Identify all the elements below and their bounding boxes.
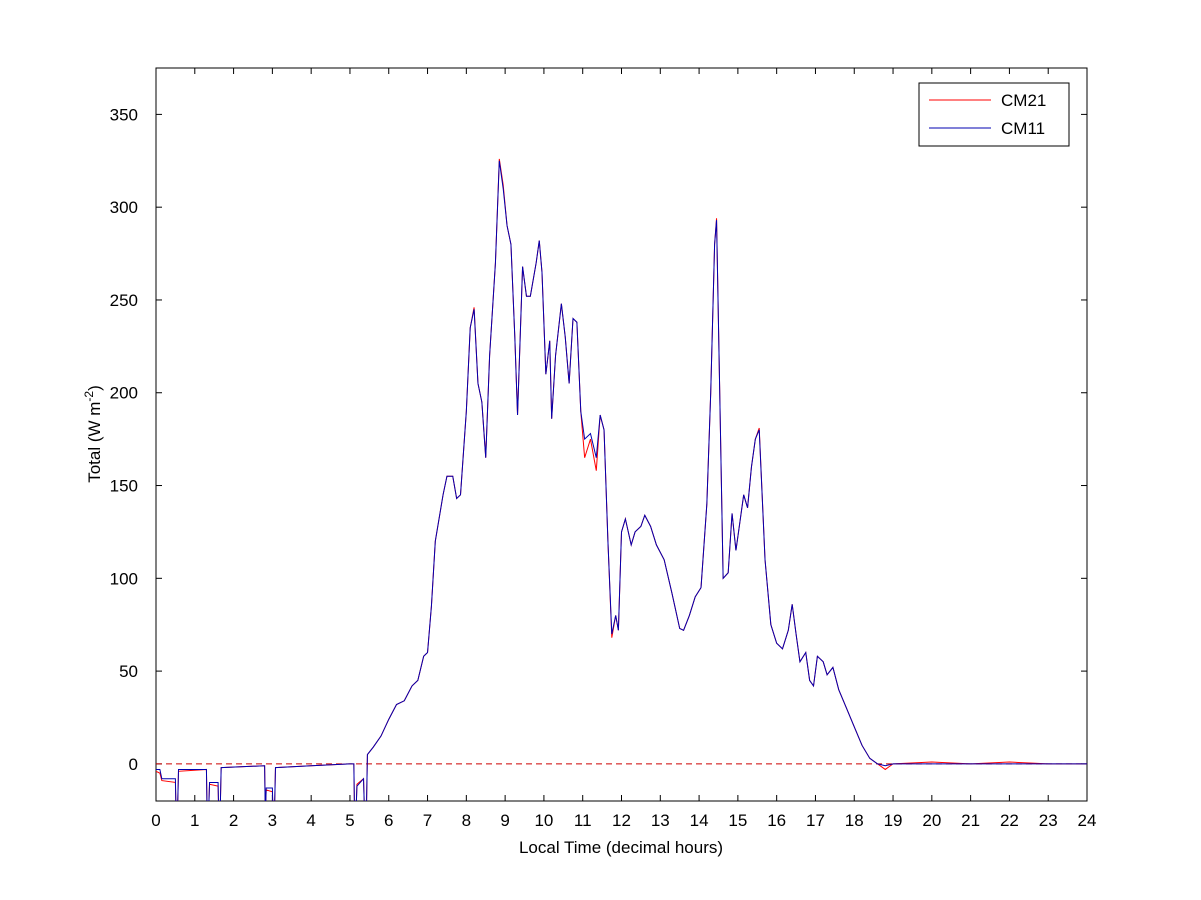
x-tick-label: 0 xyxy=(151,811,160,830)
y-axis-label: Total (W m-2) xyxy=(82,385,104,483)
x-axis-label: Local Time (decimal hours) xyxy=(519,838,723,857)
x-tick-label: 4 xyxy=(306,811,315,830)
x-tick-label: 14 xyxy=(690,811,709,830)
x-tick-label: 9 xyxy=(500,811,509,830)
x-tick-label: 16 xyxy=(767,811,786,830)
x-tick-label: 1 xyxy=(190,811,199,830)
x-tick-label: 22 xyxy=(1000,811,1019,830)
x-tick-label: 17 xyxy=(806,811,825,830)
x-tick-label: 2 xyxy=(229,811,238,830)
x-tick-label: 11 xyxy=(574,811,592,830)
x-tick-label: 12 xyxy=(612,811,631,830)
y-tick-label: 100 xyxy=(110,569,138,588)
legend-label: CM11 xyxy=(1001,119,1045,138)
x-tick-label: 20 xyxy=(922,811,941,830)
x-tick-label: 3 xyxy=(268,811,277,830)
x-tick-label: 24 xyxy=(1078,811,1097,830)
y-tick-label: 300 xyxy=(110,198,138,217)
y-tick-label: 0 xyxy=(129,755,138,774)
x-tick-label: 21 xyxy=(961,811,980,830)
y-tick-label: 150 xyxy=(110,477,138,496)
x-tick-label: 10 xyxy=(534,811,553,830)
plot-frame xyxy=(155,67,1088,802)
x-tick-label: 23 xyxy=(1039,811,1058,830)
x-tick-label: 6 xyxy=(384,811,393,830)
x-tick-label: 19 xyxy=(884,811,903,830)
plot-area xyxy=(156,158,1087,801)
x-tick-label: 18 xyxy=(845,811,864,830)
y-tick-label: 50 xyxy=(119,662,138,681)
x-tick-label: 5 xyxy=(345,811,354,830)
legend-label: CM21 xyxy=(1001,91,1046,110)
y-tick-label: 200 xyxy=(110,384,138,403)
y-tick-label: 350 xyxy=(110,105,138,124)
legend-box xyxy=(918,82,1070,147)
series-line xyxy=(156,160,1087,801)
x-tick-label: 7 xyxy=(423,811,432,830)
y-tick-label: 250 xyxy=(110,291,138,310)
x-tick-label: 8 xyxy=(462,811,471,830)
x-tick-label: 15 xyxy=(728,811,747,830)
x-tick-label: 13 xyxy=(651,811,670,830)
